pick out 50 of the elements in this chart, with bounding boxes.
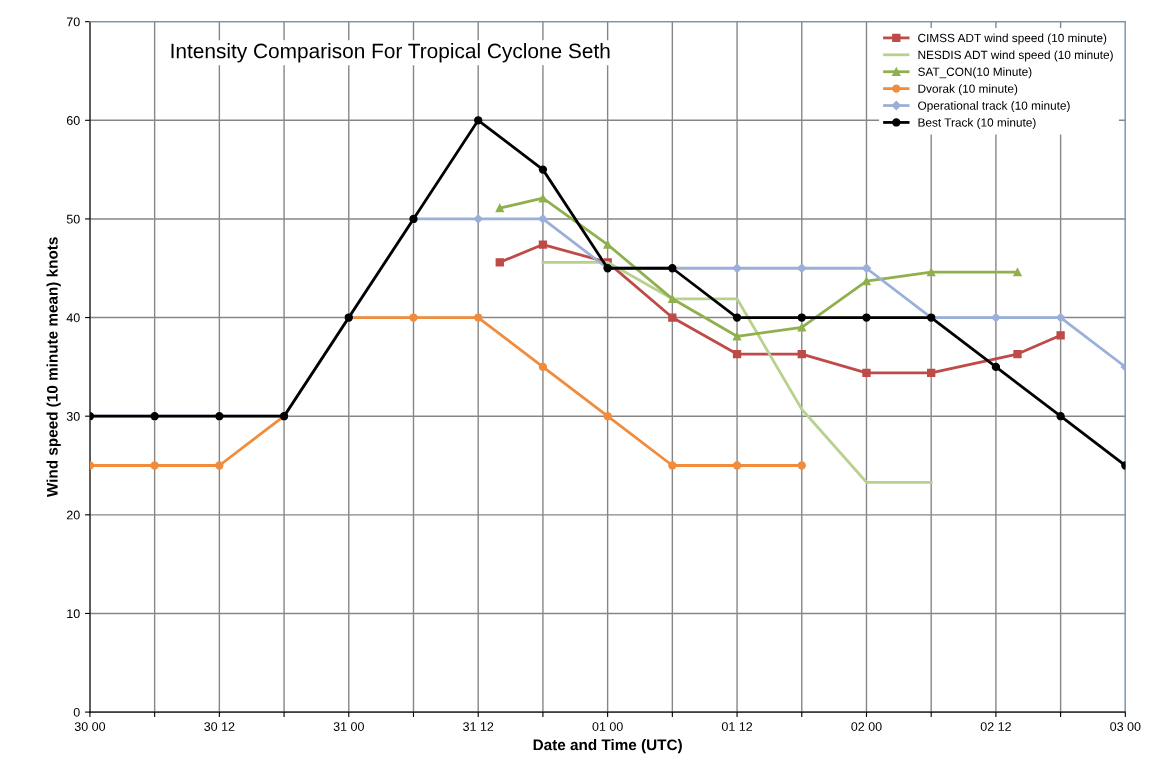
point xyxy=(538,214,548,224)
x-axis-title: Date and Time (UTC) xyxy=(533,739,682,754)
line-series xyxy=(541,260,933,484)
y-tick-label: 40 xyxy=(66,313,80,323)
point xyxy=(668,461,677,470)
point xyxy=(732,263,742,273)
point xyxy=(603,412,612,421)
legend-label: SAT_CON(10 Minute) xyxy=(918,67,1032,79)
legend-label: CIMSS ADT wind speed (10 minute) xyxy=(918,33,1107,45)
point xyxy=(473,214,483,224)
x-tick-label: 31 12 xyxy=(463,722,494,731)
point xyxy=(538,165,548,174)
point xyxy=(474,313,483,322)
y-tick-label: 0 xyxy=(73,707,80,717)
x-tick-label: 30 12 xyxy=(204,722,235,731)
y-axis-title: Wind speed (10 minute mean) knots xyxy=(46,237,61,498)
x-tick-label: 01 00 xyxy=(592,722,623,731)
point xyxy=(1056,412,1065,421)
point xyxy=(861,263,872,273)
y-tick-label: 60 xyxy=(66,116,80,125)
point xyxy=(409,313,418,322)
point xyxy=(538,362,548,372)
point xyxy=(150,461,159,470)
legend-label: NESDIS ADT wind speed (10 minute) xyxy=(918,50,1113,62)
point xyxy=(797,313,806,322)
y-tick-label: 10 xyxy=(67,609,80,619)
x-tick-label: 02 00 xyxy=(851,722,882,731)
point xyxy=(797,461,806,470)
legend-label: Best Track (10 minute) xyxy=(918,118,1036,130)
x-tick-label: 02 12 xyxy=(980,722,1011,731)
point xyxy=(215,461,224,470)
y-tick-label: 70 xyxy=(66,17,80,27)
point xyxy=(732,313,742,322)
y-tick-label: 50 xyxy=(66,214,80,224)
text: Intensity Comparison For Tropical Cyclone Seth xyxy=(171,43,610,63)
point xyxy=(732,461,742,470)
y-tick-label: 20 xyxy=(66,510,80,520)
x-tick-label: 03 00 xyxy=(1110,722,1141,731)
point xyxy=(797,263,807,273)
point xyxy=(991,362,1001,372)
x-tick-label: 30 00 xyxy=(74,722,106,731)
x-tick-label: 31 00 xyxy=(333,722,364,731)
point xyxy=(862,313,871,322)
y-tick-label: 30 xyxy=(66,411,80,421)
point xyxy=(1055,312,1066,323)
point xyxy=(991,312,1001,323)
legend-label: Operational track (10 minute) xyxy=(918,101,1070,113)
point xyxy=(474,116,483,125)
legend-label: Dvorak (10 minute) xyxy=(918,84,1018,96)
x-tick-label: 01 12 xyxy=(721,722,753,731)
